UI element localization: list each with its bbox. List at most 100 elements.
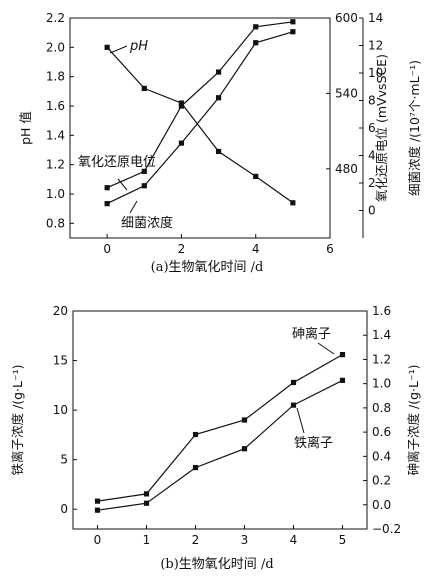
annotation-orp: 氧化还原电位 xyxy=(78,155,156,170)
a-series-2-point-2 xyxy=(178,140,185,146)
a-bact-tick-label-6: 12 xyxy=(368,39,383,53)
caption-a: (a)生物氧化时间 /d xyxy=(151,260,264,275)
a-orp-tick-label-1: 540 xyxy=(335,86,358,100)
a-orp-tick-label-2: 600 xyxy=(335,11,358,25)
b-series-0-point-3 xyxy=(241,417,248,423)
a-ph-tick-label-5: 1.8 xyxy=(46,70,65,84)
a-bact-tick-label-2: 4 xyxy=(368,149,376,163)
b-series-1-point-1 xyxy=(143,500,150,506)
b-as-tick-label-6: 1.0 xyxy=(372,377,391,391)
b-as-tick-label-3: 0.4 xyxy=(372,449,391,463)
a-series-2-point-5 xyxy=(290,29,296,35)
a-series-1-point-3 xyxy=(215,69,222,75)
b-series-1-point-4 xyxy=(290,402,297,408)
b-as-tick-label-1: 0.0 xyxy=(372,498,391,512)
leader-bacteria xyxy=(129,200,138,214)
b-xtick-label-1: 1 xyxy=(143,533,151,547)
b-series-1-point-0 xyxy=(94,507,101,513)
a-ph-tick-label-1: 1.0 xyxy=(46,187,65,201)
b-as-tick-label-4: 0.6 xyxy=(372,425,391,439)
a-series-2-point-1 xyxy=(141,183,147,189)
a-series-1-point-4 xyxy=(253,24,259,30)
chart-b-series xyxy=(94,352,346,513)
a-series-0-point-5 xyxy=(290,200,296,206)
a-series-1-point-0 xyxy=(104,185,110,191)
leader-iron xyxy=(296,407,305,434)
b-fe-tick-label-0: 0 xyxy=(60,502,68,516)
caption-b: (b)生物氧化时间 /d xyxy=(160,557,273,572)
a-series-0-point-3 xyxy=(215,148,222,155)
annotation-iron: 铁离子 xyxy=(294,435,333,451)
b-series-1-point-2 xyxy=(192,464,199,471)
b-fe-tick-label-1: 5 xyxy=(60,453,68,467)
a-series-2-point-4 xyxy=(253,40,259,46)
leader-ph xyxy=(109,45,128,54)
a-series-2-point-0 xyxy=(104,201,110,207)
ylabel-fe: 铁离子浓度 /(g·L⁻¹) xyxy=(10,365,25,476)
a-series-0-point-0 xyxy=(104,44,110,50)
a-xtick-label-0: 0 xyxy=(103,242,111,256)
b-series-0-point-5 xyxy=(339,352,346,358)
b-fe-tick-label-3: 15 xyxy=(53,354,68,368)
ylabel-bacteria: 细菌浓度 /(10⁷个·mL⁻¹) xyxy=(407,60,422,196)
plot-frame-a xyxy=(69,17,331,239)
b-as-tick-label-8: 1.4 xyxy=(372,328,391,342)
b-series-0-point-1 xyxy=(143,491,150,497)
chart-a: 0 2 4 6 0.8 1.0 1.2 1.4 1.6 1.8 2.0 2.2 480 540 600 0 2 4… xyxy=(18,11,422,275)
b-as-tick-label-0: −0.2 xyxy=(372,522,401,536)
a-bact-tick-label-5: 10 xyxy=(368,66,383,80)
b-series-line-0 xyxy=(97,354,343,502)
a-bact-tick-label-1: 2 xyxy=(368,176,376,190)
b-xtick-label-3: 3 xyxy=(241,533,249,547)
a-xtick-label-3: 6 xyxy=(326,242,334,256)
b-series-0-point-4 xyxy=(290,379,297,386)
a-series-line-1 xyxy=(106,21,293,189)
ylabel-orp: 氧化还原电位 (mVvsSCE) xyxy=(374,54,389,202)
b-xtick-label-0: 0 xyxy=(94,533,102,547)
chart-b: 0 1 2 3 4 5 0 5 10 15 20 −0.2 0.0 0.2 0.4 0.6 0.8 1.0 1.2 1… xyxy=(10,304,421,572)
a-series-0-point-1 xyxy=(141,85,147,91)
b-fe-tick-label-4: 20 xyxy=(53,304,68,318)
b-fe-tick-label-2: 10 xyxy=(53,403,68,417)
a-ph-tick-label-6: 2.0 xyxy=(46,40,65,54)
b-xtick-label-2: 2 xyxy=(192,533,200,547)
annotation-bacteria: 细菌浓度 xyxy=(121,215,173,231)
annotation-arsenic: 砷离子 xyxy=(292,326,331,342)
b-series-1-point-5 xyxy=(339,377,346,383)
a-ph-tick-label-7: 2.2 xyxy=(46,11,65,25)
b-series-0-point-0 xyxy=(94,498,101,504)
ylabel-ph: pH 值 xyxy=(18,111,33,145)
b-series-line-1 xyxy=(97,379,343,511)
a-bact-tick-label-3: 6 xyxy=(368,121,376,135)
a-series-line-2 xyxy=(106,31,294,205)
a-bact-tick-label-4: 8 xyxy=(368,94,376,108)
ylabel-as: 砷离子浓度 /(g·L⁻¹) xyxy=(406,365,421,476)
leader-arsenic xyxy=(317,342,335,355)
b-as-tick-label-5: 0.8 xyxy=(372,401,391,415)
a-series-2-point-3 xyxy=(215,95,222,101)
a-bact-tick-label-0: 0 xyxy=(368,204,376,218)
a-ph-tick-label-4: 1.6 xyxy=(46,99,65,113)
leader-orp xyxy=(117,178,128,191)
a-series-1-point-1 xyxy=(141,168,147,174)
a-series-line-0 xyxy=(106,46,294,204)
a-bact-tick-label-7: 14 xyxy=(368,11,383,25)
a-ph-tick-label-0: 0.8 xyxy=(46,216,65,230)
a-series-1-point-2 xyxy=(178,103,185,109)
b-series-0-point-2 xyxy=(192,431,199,438)
plot-frame-b xyxy=(72,310,368,530)
annotation-ph: pH xyxy=(129,39,148,54)
chart-a-series xyxy=(104,19,296,207)
b-as-tick-label-9: 1.6 xyxy=(372,304,391,318)
a-ph-tick-label-2: 1.2 xyxy=(46,158,65,172)
chart-a-ticks: 0 2 4 6 0.8 1.0 1.2 1.4 1.6 1.8 2.0 2.2 480 540 600 0 2 4… xyxy=(46,11,383,256)
b-as-tick-label-2: 0.2 xyxy=(372,474,391,488)
b-series-1-point-3 xyxy=(241,446,248,452)
a-ph-tick-label-3: 1.4 xyxy=(46,128,65,142)
a-series-0-point-4 xyxy=(253,173,259,179)
a-orp-tick-label-0: 480 xyxy=(335,162,358,176)
a-xtick-label-2: 4 xyxy=(252,242,260,256)
b-as-tick-label-7: 1.2 xyxy=(372,352,391,366)
chart-b-ticks: 0 1 2 3 4 5 0 5 10 15 20 −0.2 0.0 0.2 0.4 0.6 0.8 1.0 1.2 1… xyxy=(53,304,401,547)
